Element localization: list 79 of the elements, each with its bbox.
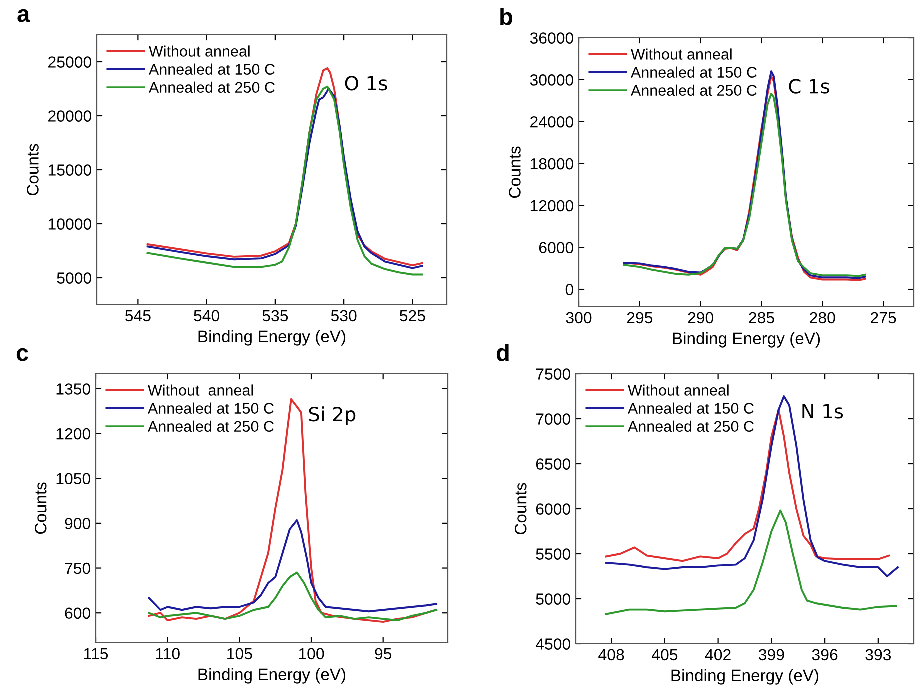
x-tick-label: 405 (652, 649, 678, 661)
y-tick-label: 1050 (56, 473, 91, 485)
x-tick-label: 300 (566, 312, 592, 324)
x-tick-label: 290 (688, 312, 714, 324)
x-tick-label: 275 (871, 312, 896, 324)
x-tick-label: 295 (627, 312, 653, 324)
y-tick-label: 20000 (48, 110, 92, 122)
x-tick-label: 95 (375, 648, 392, 660)
y-tick-label: 6000 (536, 504, 571, 515)
annotation: Si 2p (309, 406, 356, 426)
legend-label: Annealed at 250 C (148, 420, 274, 432)
x-axis-title: Binding Energy (eV) (198, 668, 346, 684)
x-tick-label: 396 (812, 649, 838, 661)
y-axis-title: Counts (27, 144, 39, 196)
y-tick-label: 15000 (48, 164, 92, 176)
text: a (18, 9, 30, 22)
x-tick-label: 525 (400, 310, 426, 322)
x-tick-label: 393 (866, 649, 892, 661)
legend-label: Without anneal (631, 48, 732, 60)
x-tick-label: 115 (84, 648, 108, 660)
legend-label: Without anneal (149, 46, 250, 57)
y-tick-label: 24000 (530, 116, 574, 128)
y-tick-label: 600 (65, 608, 91, 620)
y-tick-label: 30000 (530, 74, 574, 86)
y-tick-label: 10000 (48, 218, 92, 230)
x-tick-label: 545 (125, 310, 151, 322)
y-tick-label: 7000 (536, 414, 571, 425)
text: d (496, 344, 509, 362)
y-tick-label: 1200 (56, 428, 91, 440)
text: c (16, 348, 28, 362)
legend-label: Annealed at 250 C (148, 82, 275, 94)
legend-label: Annealed at 150 C (148, 64, 275, 75)
x-tick-label: 402 (705, 649, 731, 661)
legend-label: Annealed at 150 C (148, 402, 274, 414)
y-tick-label: 900 (65, 518, 91, 530)
x-tick-label: 110 (156, 648, 180, 660)
y-tick-label: 18000 (530, 158, 574, 170)
y-tick-label: 25000 (48, 56, 92, 68)
y-tick-label: 4500 (536, 638, 571, 650)
text: b (500, 8, 512, 26)
annotation: C 1s (789, 79, 830, 94)
line-series (605, 510, 898, 616)
x-tick-label: 105 (228, 648, 252, 660)
y-axis-title: Counts (514, 483, 527, 535)
y-tick-label: 5500 (536, 548, 571, 560)
y-tick-label: 1350 (56, 384, 91, 395)
legend-label: Without anneal (628, 384, 729, 396)
legend-label: Annealed at 150 C (630, 66, 757, 78)
annotation: N 1s (802, 404, 844, 419)
x-axis-title: Binding Energy (eV) (198, 330, 346, 346)
y-tick-label: 750 (65, 562, 91, 574)
x-tick-label: 100 (299, 648, 324, 660)
legend-label: Annealed at 250 C (628, 420, 754, 432)
line-series (605, 396, 899, 578)
x-tick-label: 408 (598, 649, 624, 661)
x-tick-label: 285 (749, 312, 774, 324)
x-tick-label: 399 (758, 649, 784, 661)
y-tick-label: 6500 (536, 458, 571, 470)
x-tick-label: 530 (331, 310, 357, 322)
y-tick-label: 5000 (536, 594, 571, 605)
y-axis-title: Counts (34, 482, 47, 534)
annotation: O 1s (345, 76, 388, 91)
x-tick-label: 540 (194, 310, 220, 322)
y-tick-label: 0 (566, 284, 574, 296)
y-tick-label: 6000 (539, 242, 574, 254)
y-axis-title: Counts (509, 146, 521, 198)
x-axis-title: Binding Energy (eV) (673, 332, 820, 348)
x-tick-label: 280 (810, 312, 836, 324)
y-tick-label: 5000 (57, 272, 92, 284)
line-series (148, 572, 438, 622)
x-tick-label: 535 (262, 310, 288, 322)
x-axis-title: Binding Energy (eV) (672, 669, 819, 685)
y-tick-label: 7500 (536, 368, 571, 380)
y-tick-label: 36000 (530, 32, 574, 44)
legend-label: Annealed at 250 C (630, 84, 757, 96)
y-tick-label: 12000 (530, 200, 574, 212)
legend-label: Annealed at 150 C (628, 402, 754, 414)
legend-label: Without anneal (148, 384, 254, 396)
line-series (148, 519, 438, 613)
